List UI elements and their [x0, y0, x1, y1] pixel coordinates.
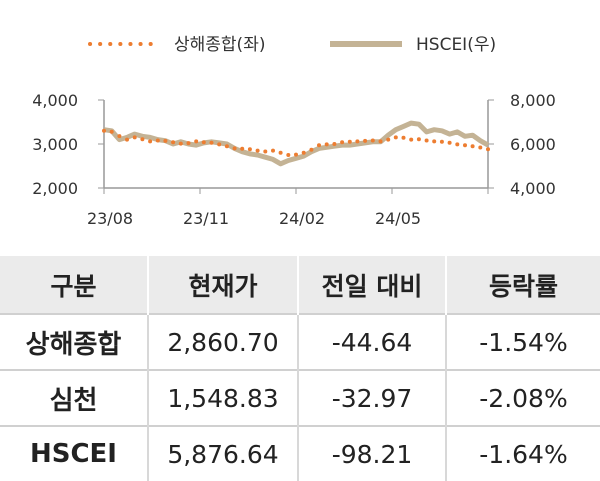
series-point-shanghai [324, 142, 329, 147]
series-point-shanghai [286, 153, 291, 157]
row-price: 1,548.83 [147, 369, 298, 426]
left-tick-label: 4,000 [32, 91, 78, 110]
table-header-row: 구분 현재가 전일 대비 등락률 [0, 256, 600, 314]
series-point-shanghai [317, 143, 321, 148]
series-point-shanghai [432, 139, 437, 144]
series-line-hscei [103, 120, 490, 167]
row-change: -98.21 [297, 425, 446, 481]
right-tick-labels: 8,000 6,000 4,000 [510, 91, 556, 198]
series-point-shanghai [194, 139, 199, 144]
series-point-shanghai [386, 137, 391, 142]
series-point-shanghai [301, 150, 306, 155]
series-point-shanghai [416, 137, 421, 142]
row-name: 심천 [0, 369, 148, 426]
series-point-shanghai [224, 144, 229, 149]
series-point-shanghai [102, 128, 106, 133]
table-row: 상해종합 2,860.70 -44.64 -1.54% [0, 313, 600, 370]
series-point-shanghai [340, 140, 345, 145]
series-point-shanghai [478, 145, 483, 150]
quote-table: 구분 현재가 전일 대비 등락률 상해종합 2,860.70 -44.64 -1… [0, 256, 600, 481]
series-point-shanghai [309, 147, 314, 152]
series-point-shanghai [247, 147, 252, 152]
series-point-shanghai [424, 138, 429, 143]
row-name: 상해종합 [0, 313, 148, 370]
x-tick-label: 24/05 [375, 209, 421, 228]
series-point-shanghai [125, 137, 129, 142]
left-tick-labels: 4,000 3,000 2,000 [32, 91, 78, 198]
index-chart: 상해종합(좌) HSCEI(우) 4,000 3 [32, 35, 556, 228]
series-point-shanghai [271, 148, 275, 153]
series-point-shanghai [278, 150, 283, 155]
series-point-shanghai [409, 137, 414, 142]
right-tick-label: 4,000 [510, 179, 556, 198]
header-price: 현재가 [147, 256, 298, 314]
series-point-shanghai [109, 129, 114, 134]
row-change: -44.64 [297, 313, 446, 370]
left-tick-label: 2,000 [32, 179, 78, 198]
series-point-shanghai [255, 148, 260, 153]
legend-label-hscei: HSCEI(우) [416, 35, 496, 55]
x-tick-label: 24/02 [279, 209, 325, 228]
row-name: HSCEI [0, 425, 148, 481]
series-point-shanghai [401, 135, 406, 140]
series-point-shanghai [470, 144, 475, 149]
series-point-shanghai [155, 138, 160, 143]
header-rate: 등락률 [445, 256, 600, 314]
series-point-shanghai [178, 141, 183, 146]
table-row: HSCEI 5,876.64 -98.21 -1.64% [0, 425, 600, 481]
chart-svg: 상해종합(좌) HSCEI(우) 4,000 3 [32, 35, 556, 228]
series-point-shanghai [209, 140, 214, 145]
row-rate: -1.54% [445, 313, 600, 370]
right-tick-label: 8,000 [510, 91, 556, 110]
series-point-shanghai [463, 143, 467, 148]
quote-table-wrap: 구분 현재가 전일 대비 등락률 상해종합 2,860.70 -44.64 -1… [0, 256, 600, 481]
series-point-shanghai [186, 141, 191, 146]
series-point-shanghai [240, 146, 245, 151]
table-row: 심천 1,548.83 -32.97 -2.08% [0, 369, 600, 426]
legend-label-shanghai: 상해종합(좌) [174, 35, 265, 55]
series-point-shanghai [163, 138, 168, 143]
series-point-shanghai [455, 142, 460, 147]
series-point-shanghai [217, 142, 222, 147]
series-point-shanghai [332, 142, 337, 146]
row-rate: -1.64% [445, 425, 600, 481]
series-point-shanghai [171, 140, 176, 145]
legend: 상해종합(좌) HSCEI(우) [88, 35, 496, 55]
left-tick-label: 3,000 [32, 135, 78, 154]
series-point-shanghai [363, 138, 368, 143]
x-tick-label: 23/08 [87, 209, 133, 228]
header-category: 구분 [0, 256, 148, 314]
series-point-shanghai [132, 135, 137, 140]
series-point-shanghai [201, 140, 206, 145]
series-point-shanghai [117, 134, 122, 139]
series-point-shanghai [294, 152, 298, 157]
x-tick-labels: 23/08 23/11 24/02 24/05 [87, 209, 421, 228]
row-price: 2,860.70 [147, 313, 298, 370]
row-change: -32.97 [297, 369, 446, 426]
series-point-shanghai [439, 139, 444, 144]
series-point-shanghai [447, 140, 452, 145]
axes [98, 99, 494, 194]
series-point-shanghai [355, 139, 360, 144]
series-dots-shanghai [102, 128, 490, 157]
series-point-shanghai [378, 139, 383, 144]
series-point-shanghai [370, 138, 375, 143]
series-point-shanghai [263, 149, 268, 154]
series-point-shanghai [232, 146, 237, 151]
row-rate: -2.08% [445, 369, 600, 426]
series-point-shanghai [347, 139, 352, 144]
series-point-shanghai [140, 137, 145, 142]
series-point-shanghai [148, 139, 153, 144]
header-change: 전일 대비 [297, 256, 446, 314]
right-tick-label: 6,000 [510, 135, 556, 154]
row-price: 5,876.64 [147, 425, 298, 481]
series-point-shanghai [393, 135, 398, 140]
series-point-shanghai [486, 147, 490, 152]
x-tick-label: 23/11 [183, 209, 229, 228]
